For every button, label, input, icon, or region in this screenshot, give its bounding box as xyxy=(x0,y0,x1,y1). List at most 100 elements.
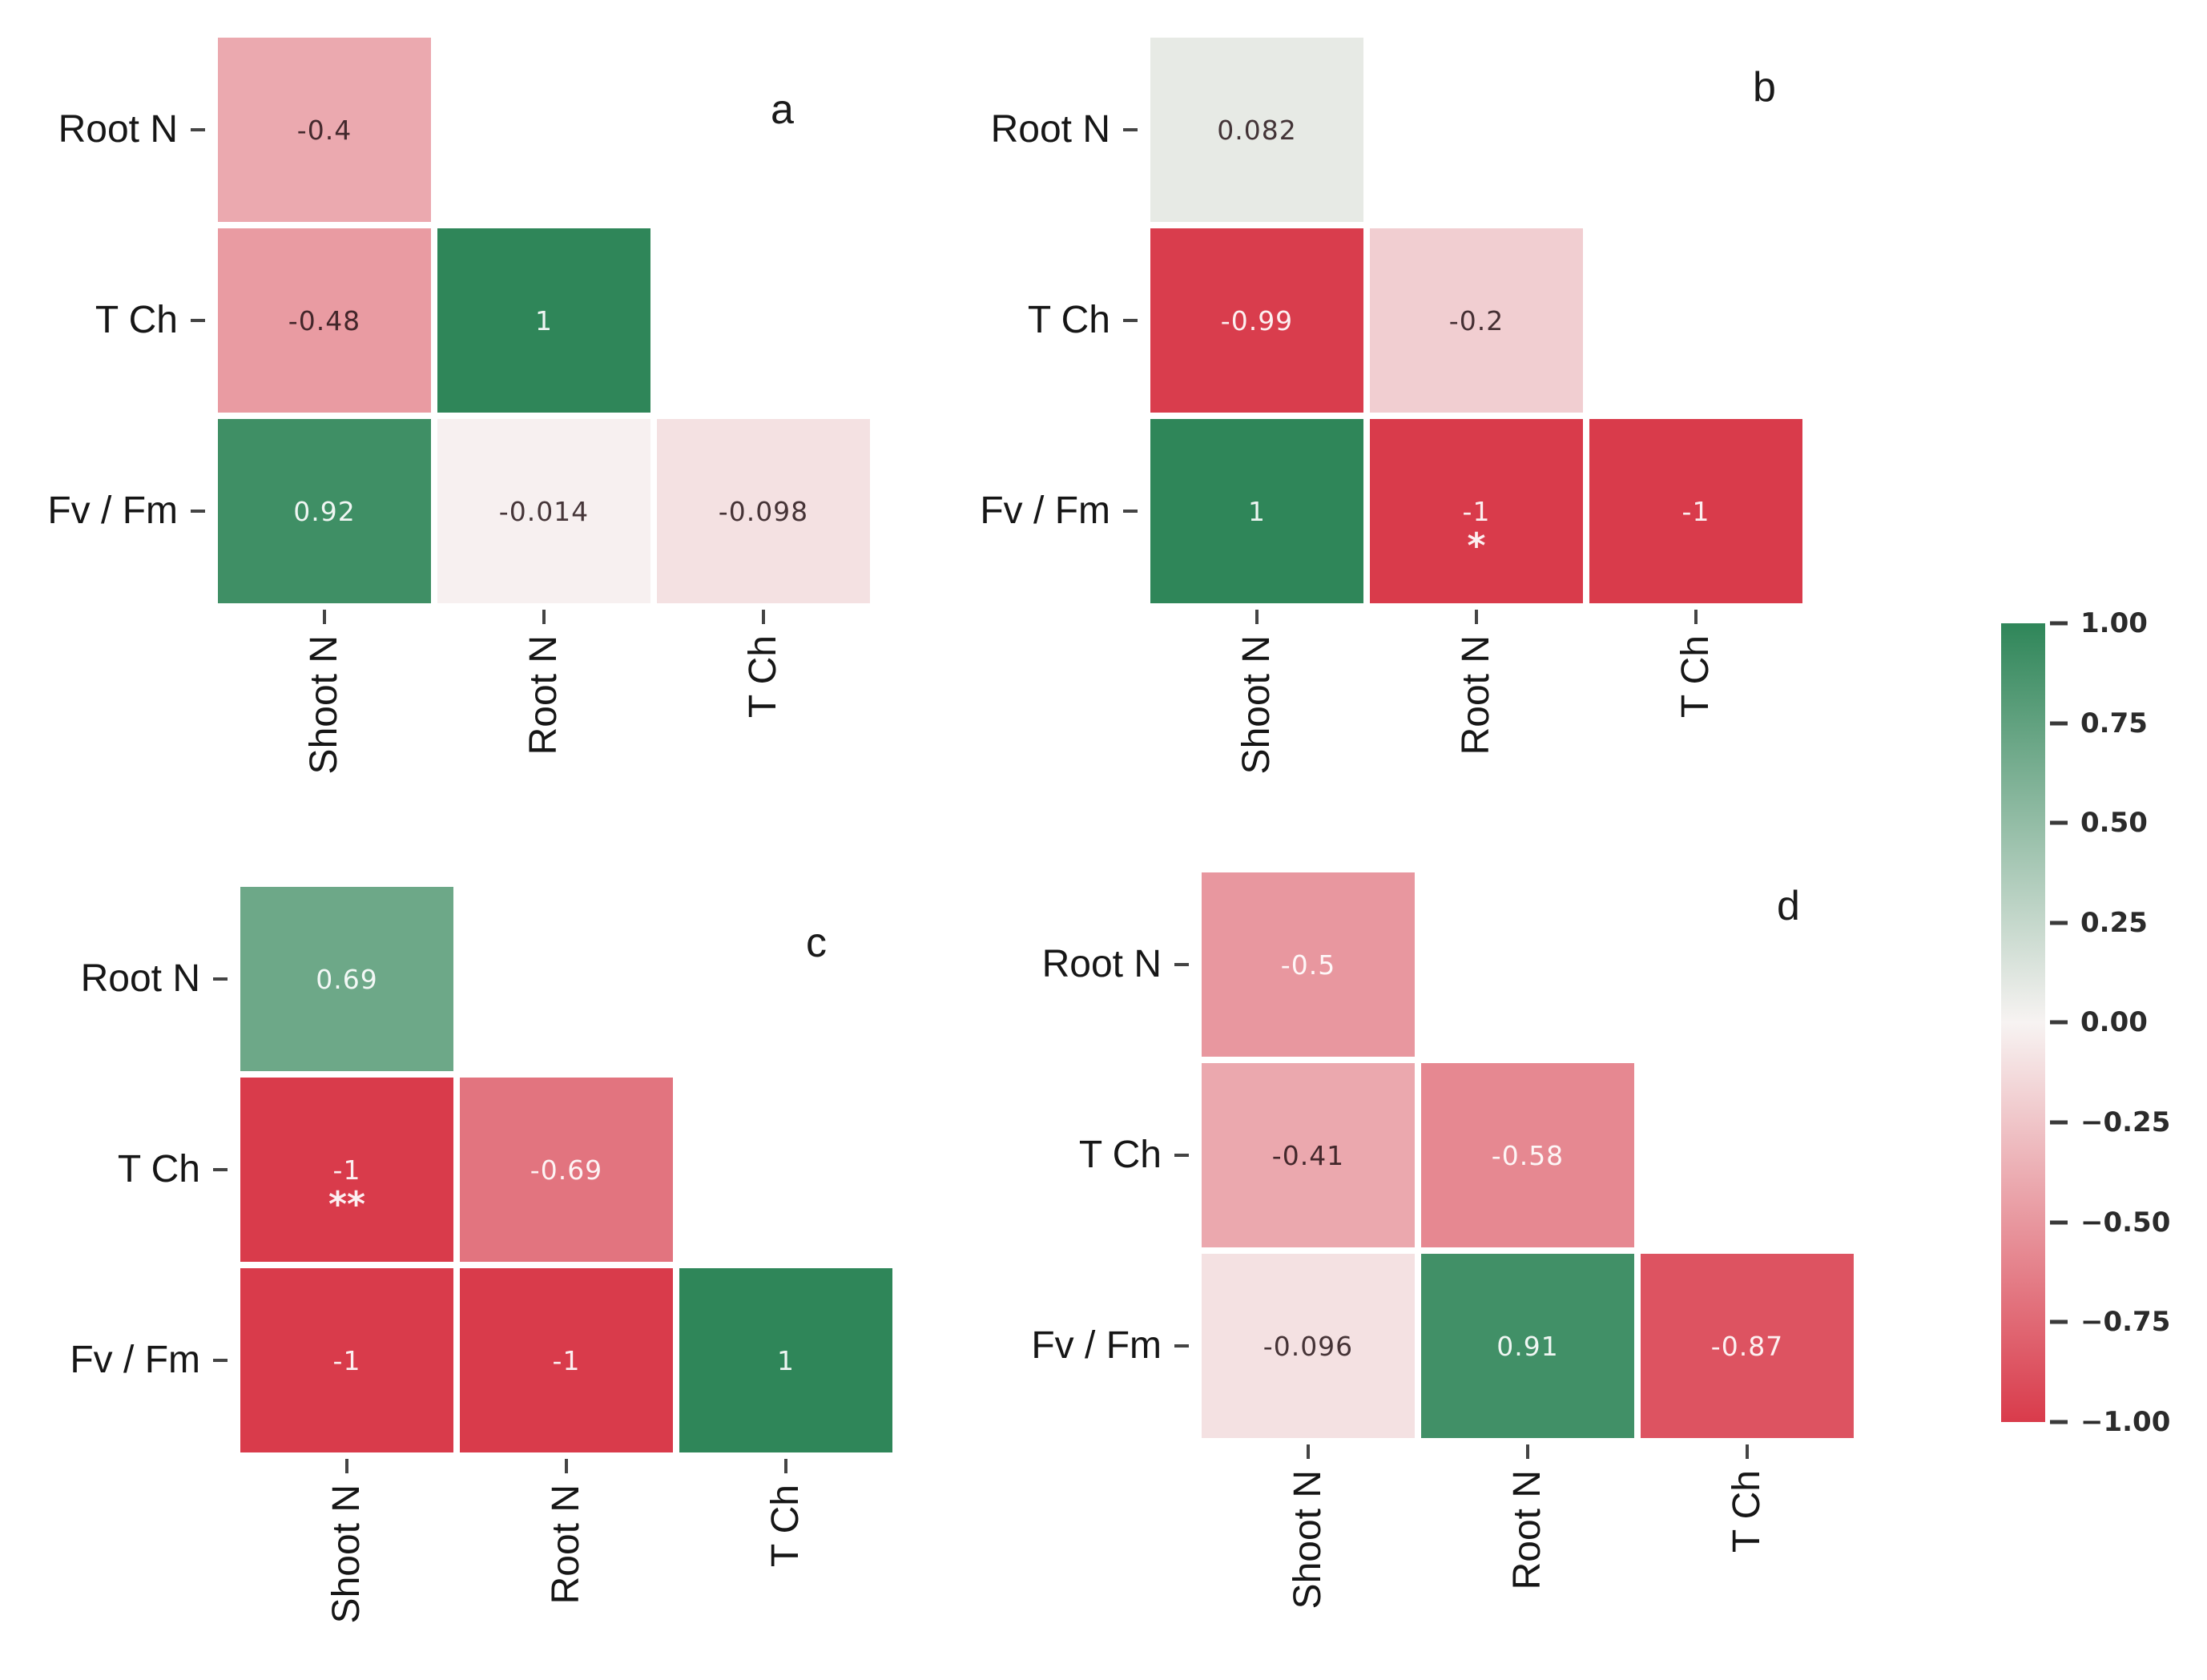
col-tick-mark xyxy=(542,610,546,624)
cell-value: -0.48 xyxy=(288,304,361,336)
heatmap-cell: 1 xyxy=(1150,419,1363,603)
heatmap-cell: -0.87 xyxy=(1641,1254,1854,1438)
cell-value: -1 xyxy=(332,1154,361,1186)
row-label: Fv / Fm xyxy=(47,489,178,532)
panel-letter-d: d xyxy=(1777,883,1800,929)
cell-value: -0.99 xyxy=(1220,304,1294,336)
heatmap-cell: 0.91 xyxy=(1421,1254,1634,1438)
cell-value: -1 xyxy=(1462,495,1491,527)
colorbar-tick-mark xyxy=(2050,921,2068,925)
row-tick-mark xyxy=(191,128,205,131)
row-tick-mark xyxy=(191,510,205,513)
cell-value: -0.2 xyxy=(1448,304,1504,336)
cell-value: -0.096 xyxy=(1263,1330,1354,1362)
row-label: Fv / Fm xyxy=(980,489,1110,532)
col-label: Root N xyxy=(545,1485,587,1605)
cell-value: -0.014 xyxy=(498,495,590,527)
colorbar-tick-label: 0.50 xyxy=(2080,807,2148,840)
cell-value: 0.92 xyxy=(293,495,356,527)
colorbar-tick-label: 0.25 xyxy=(2080,906,2148,939)
heatmap-cell: -0.2 xyxy=(1370,228,1583,413)
cell-value: 1 xyxy=(1248,495,1266,527)
col-tick-mark xyxy=(762,610,765,624)
heatmap-cell: -0.99 xyxy=(1150,228,1363,413)
col-tick-mark xyxy=(323,610,326,624)
heatmap-cell: -0.58 xyxy=(1421,1063,1634,1247)
cell-value: 1 xyxy=(535,304,553,336)
row-label: Fv / Fm xyxy=(1031,1324,1162,1367)
significance-stars: ** xyxy=(328,1184,366,1225)
cell-value: -0.87 xyxy=(1710,1330,1784,1362)
col-tick-mark xyxy=(1255,610,1259,624)
col-tick-mark xyxy=(565,1459,568,1473)
significance-stars: * xyxy=(1467,526,1486,566)
heatmap-cell: -0.41 xyxy=(1202,1063,1415,1247)
heatmap-cell: 1 xyxy=(437,228,650,413)
heatmap-cell: 0.92 xyxy=(218,419,431,603)
heatmap-cell: -0.48 xyxy=(218,228,431,413)
colorbar-tick-mark xyxy=(2050,1120,2068,1125)
colorbar-tick-label: 0.75 xyxy=(2080,707,2148,739)
col-label: Shoot N xyxy=(303,635,345,775)
colorbar-gradient xyxy=(2001,623,2045,1422)
cell-value: -0.5 xyxy=(1280,949,1336,981)
row-tick-mark xyxy=(1123,128,1138,131)
cell-value: 0.082 xyxy=(1217,114,1297,146)
colorbar-tick-label: −1.00 xyxy=(2080,1405,2171,1438)
col-tick-mark xyxy=(1307,1444,1310,1459)
row-tick-mark xyxy=(1174,1344,1189,1348)
row-tick-mark xyxy=(1123,510,1138,513)
row-label: Root N xyxy=(80,957,200,1000)
colorbar-tick-mark xyxy=(2050,1020,2068,1025)
row-label: Root N xyxy=(990,108,1110,151)
cell-value: 0.91 xyxy=(1496,1330,1559,1362)
heatmap-cell: -0.014 xyxy=(437,419,650,603)
heatmap-cell: -1 xyxy=(240,1268,453,1452)
heatmap-cell: 0.69 xyxy=(240,887,453,1071)
col-tick-mark xyxy=(345,1459,348,1473)
row-label: T Ch xyxy=(95,299,178,341)
heatmap-cell: 1 xyxy=(679,1268,892,1452)
row-label: Root N xyxy=(1041,943,1162,985)
panel-letter-a: a xyxy=(771,87,794,133)
heatmap-cell: -0.69 xyxy=(460,1078,673,1262)
panel-letter-b: b xyxy=(1753,64,1776,111)
col-tick-mark xyxy=(1526,1444,1529,1459)
col-label: T Ch xyxy=(764,1485,807,1568)
colorbar-tick-mark xyxy=(2050,1319,2068,1324)
colorbar-tick-mark xyxy=(2050,1420,2068,1424)
row-label: T Ch xyxy=(117,1148,200,1191)
colorbar-tick-label: −0.50 xyxy=(2080,1206,2171,1239)
row-tick-mark xyxy=(1174,963,1189,966)
col-label: Root N xyxy=(1506,1470,1549,1590)
cell-value: -0.69 xyxy=(530,1154,603,1186)
col-label: Shoot N xyxy=(1287,1470,1329,1609)
cell-value: -0.41 xyxy=(1271,1139,1345,1171)
col-tick-mark xyxy=(1475,610,1478,624)
colorbar-tick-mark xyxy=(2050,1220,2068,1225)
cell-value: -0.098 xyxy=(718,495,809,527)
colorbar-tick-label: 0.00 xyxy=(2080,1006,2148,1039)
heatmap-cell: -1 * xyxy=(1370,419,1583,603)
heatmap-cell: -0.5 xyxy=(1202,872,1415,1057)
heatmap-cell: -1 xyxy=(460,1268,673,1452)
colorbar-tick-label: 1.00 xyxy=(2080,607,2148,639)
heatmap-cell: -0.096 xyxy=(1202,1254,1415,1438)
col-tick-mark xyxy=(1746,1444,1749,1459)
cell-value: -1 xyxy=(1681,495,1710,527)
cell-value: -1 xyxy=(332,1344,361,1376)
row-label: Root N xyxy=(58,108,178,151)
heatmap-cell: 0.082 xyxy=(1150,38,1363,222)
cell-value: -0.4 xyxy=(296,114,352,146)
col-tick-mark xyxy=(784,1459,787,1473)
cell-value: 1 xyxy=(777,1344,795,1376)
col-label: Shoot N xyxy=(1235,635,1278,775)
row-tick-mark xyxy=(213,1359,228,1362)
row-tick-mark xyxy=(1174,1154,1189,1157)
heatmap-cell: -1 ** xyxy=(240,1078,453,1262)
row-label: Fv / Fm xyxy=(70,1339,200,1381)
col-label: T Ch xyxy=(742,635,784,719)
col-label: Shoot N xyxy=(325,1485,368,1624)
heatmap-cell: -0.098 xyxy=(657,419,870,603)
